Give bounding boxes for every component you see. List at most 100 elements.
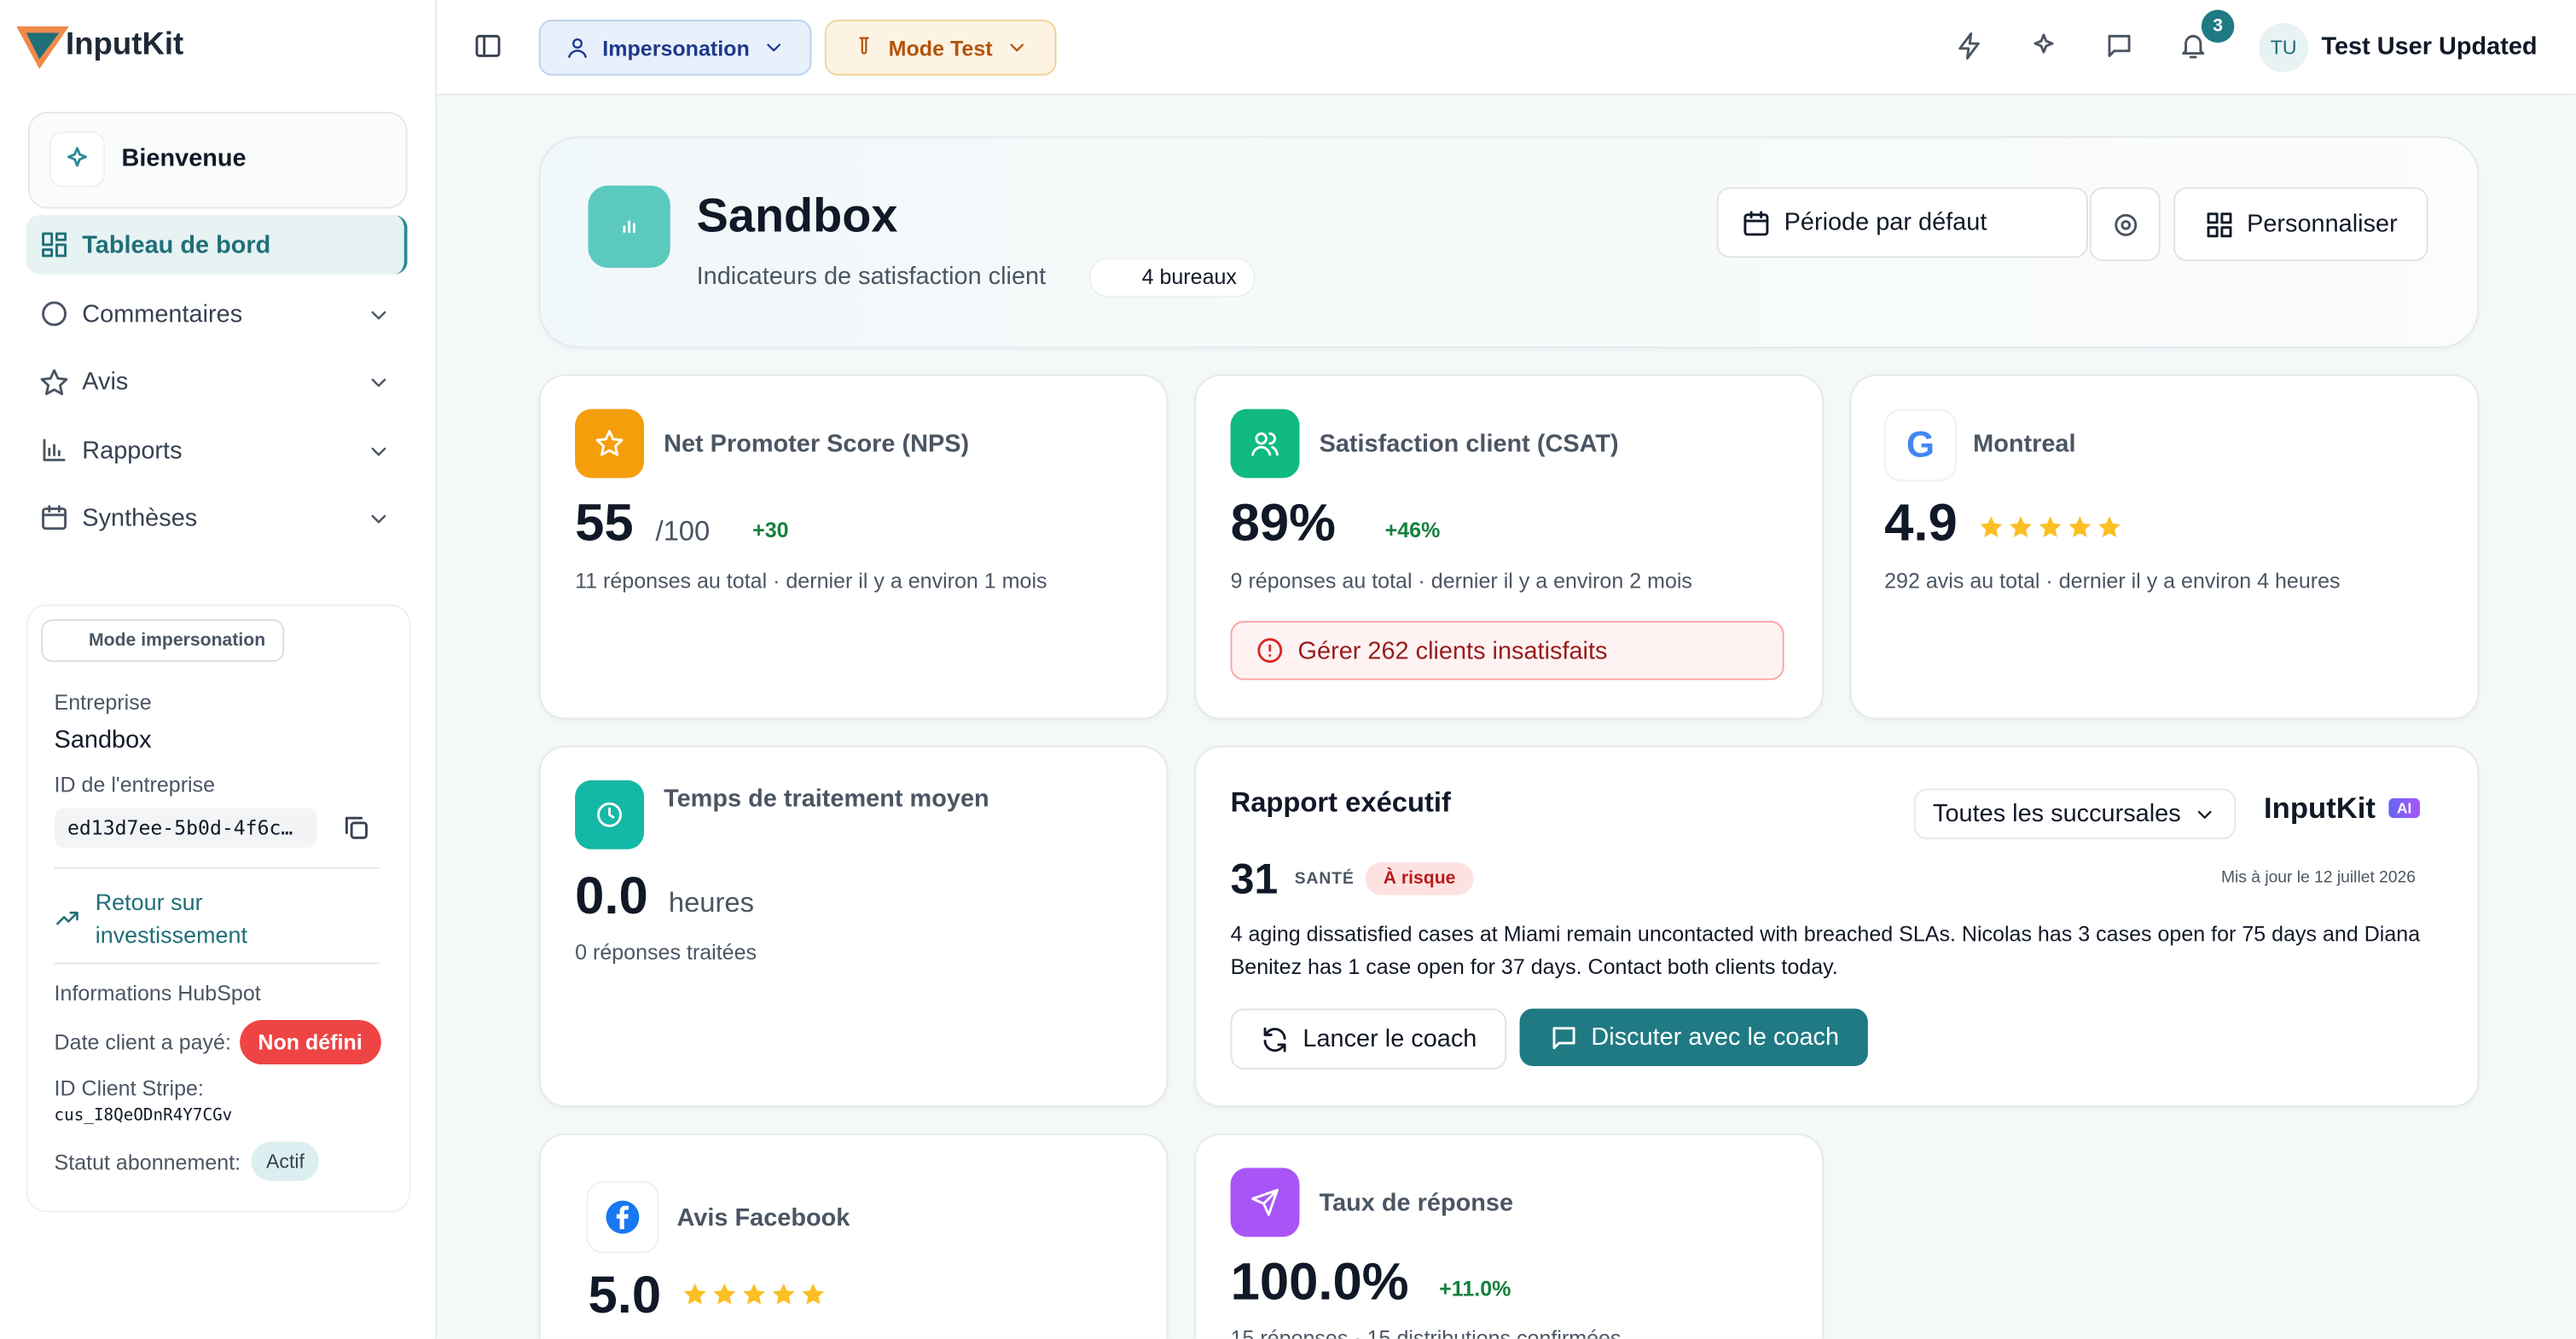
- impersonation-badge: Mode impersonation: [41, 619, 284, 663]
- stars: [682, 1281, 826, 1307]
- page-subtitle: Indicateurs de satisfaction client: [696, 263, 1047, 291]
- card-delta: +11.0%: [1439, 1276, 1511, 1301]
- page-title: Sandbox: [696, 190, 898, 244]
- card-title: Taux de réponse: [1319, 1189, 1514, 1218]
- button-label: Impersonation: [602, 35, 750, 61]
- nav-icon: [39, 299, 69, 337]
- launch-coach-button[interactable]: Lancer le coach: [1230, 1008, 1507, 1069]
- chevron: [366, 504, 391, 542]
- section-title: Informations HubSpot: [54, 980, 261, 1006]
- mode-button[interactable]: Mode Test: [824, 20, 1057, 76]
- label: ID Client Stripe:: [54, 1075, 204, 1101]
- company-id: ed13d7ee-5b0d-4f6c…: [54, 808, 317, 848]
- report-brand: InputKit: [2264, 791, 2376, 825]
- notification-count: 3: [2201, 9, 2235, 43]
- paid-badge: Non défini: [240, 1020, 380, 1065]
- impersonation-panel: [26, 604, 411, 1213]
- period-select[interactable]: Période par défaut: [1716, 187, 2088, 258]
- impersonation-button[interactable]: Impersonation: [538, 20, 812, 76]
- stripe-id: cus_I8QeODnR4Y7CGv: [54, 1107, 233, 1126]
- logo: [16, 26, 69, 69]
- status-badge: Actif: [251, 1141, 320, 1181]
- facebook-icon: [586, 1180, 659, 1254]
- card-value: 89%: [1230, 492, 1336, 553]
- card-meta: 292 avis au total · dernier il y a envir…: [1884, 568, 2341, 594]
- icon-button[interactable]: [2104, 32, 2134, 69]
- label: Statut abonnement:: [54, 1150, 241, 1175]
- settings-button[interactable]: [2089, 187, 2161, 262]
- label: Entreprise: [54, 689, 152, 715]
- card-unit: heures: [668, 887, 755, 919]
- card-value: 4.9: [1884, 492, 1958, 553]
- rate-card: [1194, 1133, 1824, 1339]
- nav-active-bg[interactable]: [26, 215, 408, 275]
- header-icon: [588, 185, 670, 268]
- customize-button[interactable]: Personnaliser: [2173, 187, 2428, 262]
- select-label: Toutes les succursales: [1933, 799, 2181, 828]
- brand: InputKit: [66, 27, 184, 63]
- icon-button[interactable]: [1955, 32, 1985, 69]
- card-icon: [575, 780, 644, 849]
- button-label: Discuter avec le coach: [1591, 1023, 1840, 1052]
- card-value: 5.0: [588, 1265, 662, 1325]
- report-title: Rapport exécutif: [1230, 786, 1451, 819]
- card-value: 0.0: [575, 866, 648, 925]
- card-meta: 9 réponses au total · dernier il y a env…: [1230, 568, 1692, 594]
- ai-tag: AI: [2388, 798, 2420, 819]
- button-label: Lancer le coach: [1303, 1024, 1477, 1053]
- card-delta: +46%: [1384, 517, 1441, 542]
- select-label: Période par défaut: [1784, 208, 1987, 237]
- divider: [54, 962, 380, 965]
- card-meta: 11 réponses au total · dernier il y a en…: [575, 568, 1047, 594]
- card-title: Net Promoter Score (NPS): [664, 430, 970, 459]
- chat-coach-button[interactable]: Discuter avec le coach: [1519, 1008, 1868, 1066]
- card-value: 55: [575, 492, 634, 553]
- health-label: SANTÉ: [1294, 870, 1355, 889]
- nav-item[interactable]: Tableau de bord: [82, 231, 271, 260]
- sidebar-toggle[interactable]: [473, 32, 503, 69]
- nav-icon: [39, 230, 69, 268]
- nav-item[interactable]: Avis: [82, 368, 129, 397]
- nav-icon: [39, 435, 69, 472]
- label: Date client a payé:: [54, 1029, 231, 1055]
- nav-item[interactable]: Rapports: [82, 437, 183, 466]
- icon-button[interactable]: [2029, 32, 2059, 69]
- card-meta: 0 réponses traitées: [575, 939, 757, 965]
- alert-button[interactable]: Gérer 262 clients insatisfaits: [1230, 621, 1784, 681]
- facebook-logo: [606, 1200, 640, 1234]
- nav-icon: [39, 502, 69, 540]
- nav-item[interactable]: Synthèses: [82, 504, 198, 533]
- user-name[interactable]: Test User Updated: [2321, 32, 2538, 61]
- card-icon: [1230, 409, 1300, 478]
- card-icon: [575, 409, 644, 478]
- card-suffix: /100: [655, 515, 711, 548]
- card-value: 100.0%: [1230, 1251, 1409, 1311]
- risk-badge: À risque: [1365, 862, 1474, 896]
- nav-icon: [39, 368, 69, 405]
- chevron: [366, 368, 391, 405]
- welcome-label: Bienvenue: [121, 144, 247, 173]
- stars: [1978, 514, 2122, 541]
- card-meta: 15 réponses · 15 distributions confirmée…: [1230, 1325, 1622, 1339]
- label: ID de l'entreprise: [54, 772, 216, 797]
- copy-button[interactable]: [342, 813, 372, 850]
- roi-icon: [55, 903, 81, 941]
- health-score: 31: [1230, 854, 1279, 904]
- button-label: Personnaliser: [2247, 210, 2398, 239]
- notifications-button[interactable]: [2179, 32, 2208, 69]
- chevron: [366, 437, 391, 474]
- roi-link[interactable]: Retour sur investissement: [95, 888, 248, 948]
- alert-label: Gérer 262 clients insatisfaits: [1297, 636, 1608, 665]
- button-label: Mode Test: [888, 35, 993, 61]
- card-title: Avis Facebook: [676, 1203, 850, 1232]
- branch-select[interactable]: Toutes les succursales: [1913, 788, 2237, 840]
- card-delta: +30: [752, 517, 789, 542]
- avatar[interactable]: TU: [2259, 22, 2309, 72]
- chevron: [366, 300, 391, 338]
- card-title: Temps de traitement moyen: [664, 785, 989, 814]
- divider: [54, 867, 380, 869]
- company: Sandbox: [54, 726, 152, 755]
- nav-item[interactable]: Commentaires: [82, 300, 243, 329]
- updated-date: Mis à jour le 12 juillet 2026: [2220, 868, 2416, 888]
